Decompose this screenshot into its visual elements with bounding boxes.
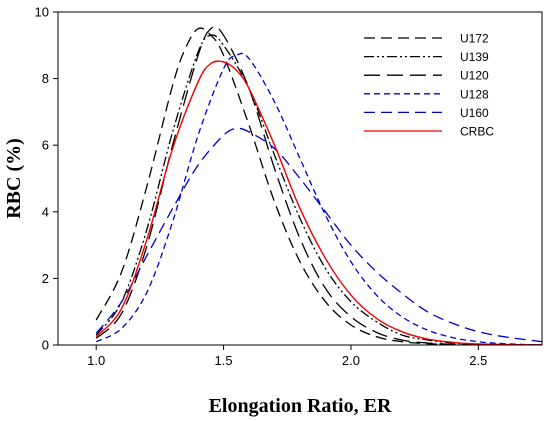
x-tick-label: 1.0 xyxy=(87,353,105,368)
y-tick-label: 2 xyxy=(42,271,49,286)
legend-label-u128: U128 xyxy=(460,87,489,101)
legend-label-u139: U139 xyxy=(460,50,489,64)
y-axis: 0 2 4 6 8 10 xyxy=(35,5,58,353)
y-tick-label: 8 xyxy=(42,71,49,86)
series-line-u139 xyxy=(95,34,542,345)
series-line-crbc xyxy=(95,60,542,345)
y-tick-label: 0 xyxy=(42,338,49,353)
y-axis-title: RBC (%) xyxy=(3,138,25,219)
plot-frame xyxy=(57,11,543,346)
y-tick-label: 10 xyxy=(35,5,49,20)
legend-label-crbc: CRBC xyxy=(460,125,494,139)
x-tick-label: 2.0 xyxy=(342,353,360,368)
x-tick-label: 1.5 xyxy=(215,353,233,368)
x-tick-label: 2.5 xyxy=(469,353,487,368)
legend-label-u172: U172 xyxy=(460,32,489,46)
x-axis-title: Elongation Ratio, ER xyxy=(209,395,392,417)
legend-label-u120: U120 xyxy=(460,69,489,83)
y-tick-label: 4 xyxy=(42,204,49,219)
series-layer xyxy=(95,26,542,345)
y-tick-label: 6 xyxy=(42,138,49,153)
series-line-u160 xyxy=(95,127,542,343)
legend-label-u160: U160 xyxy=(460,106,489,120)
x-axis: 1.0 1.5 2.0 2.5 xyxy=(87,345,487,368)
series-line-u128 xyxy=(95,52,542,345)
legend: U172 U139 U120 U128 U160 CRBC xyxy=(364,32,494,139)
series-line-u120 xyxy=(95,26,542,345)
series-line-u172 xyxy=(95,27,542,345)
